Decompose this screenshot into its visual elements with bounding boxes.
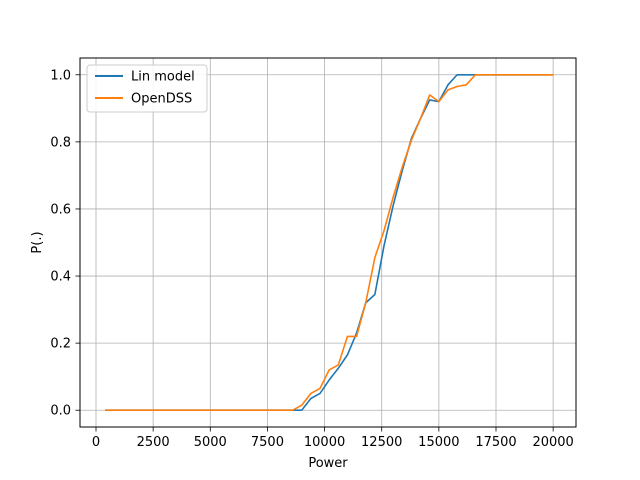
x-tick-label: 5000 [194,435,227,450]
y-tick-label: 0.8 [50,135,71,150]
legend-label-lin-model: Lin model [131,70,195,85]
x-tick-label: 15000 [418,435,459,450]
y-tick-label: 0.2 [50,337,71,352]
series-layer [105,73,554,412]
x-tick-label: 2500 [137,435,170,450]
series-line-opendss [105,73,554,412]
y-axis-label: P(.) [30,231,45,253]
legend-label-opendss: OpenDSS [131,92,192,107]
x-tick-label: 17500 [475,435,516,450]
x-tick-label: 0 [92,435,100,450]
x-tick-label: 7500 [251,435,284,450]
axis-ticks: 0 2500 5000 7500 10000 12500 15000 17500 20000 0.… [50,68,574,450]
grid-lines [80,58,576,427]
legend: Lin model OpenDSS [86,64,208,113]
y-tick-label: 1.0 [50,68,71,83]
x-tick-label: 10000 [304,435,345,450]
plot-frame [79,57,577,428]
x-tick-label: 20000 [532,435,573,450]
x-tick-label: 12500 [361,435,402,450]
x-axis-label: Power [308,456,348,471]
y-tick-label: 0.0 [50,404,71,419]
y-tick-label: 0.4 [50,270,71,285]
series-line-lin-model [105,73,554,412]
y-tick-label: 0.6 [50,202,71,217]
